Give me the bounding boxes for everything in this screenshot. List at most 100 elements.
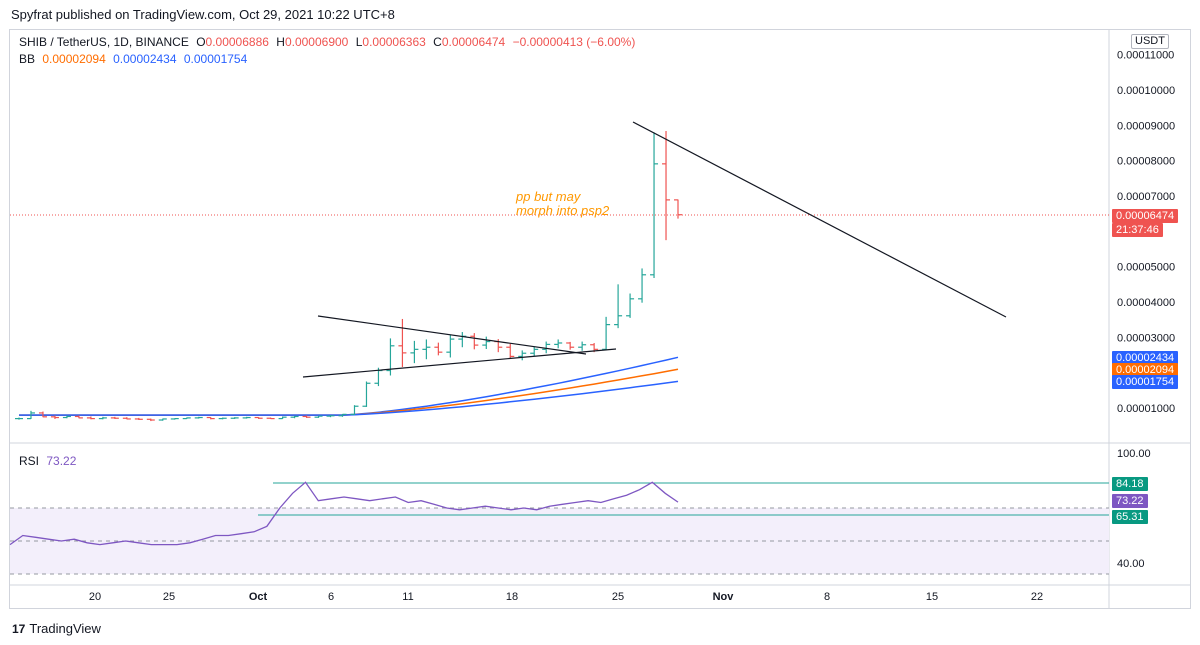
candle: [410, 340, 419, 364]
candle: [122, 417, 131, 420]
time-tick-label: 6: [328, 591, 334, 603]
candle: [362, 381, 371, 407]
candle: [626, 293, 635, 318]
time-tick-label: 15: [926, 591, 938, 603]
rsi-axis-ticks: 100.00 40.00: [1117, 448, 1151, 570]
price-tick-label: 0.00009000: [1117, 120, 1175, 132]
candle: [422, 339, 431, 360]
candle: [530, 346, 539, 357]
candle: [38, 411, 47, 418]
time-axis-ticks: 20 25 Oct 6 11 18 25 Nov 8 15 22: [89, 591, 1043, 603]
change-value: −0.00000413 (−6.00%): [512, 35, 636, 49]
candle: [602, 316, 611, 351]
candle: [266, 417, 275, 420]
bb-label[interactable]: BB: [19, 52, 36, 66]
high-label: H: [276, 35, 285, 49]
candle: [218, 417, 227, 420]
time-tick-label: Oct: [249, 591, 268, 603]
candle: [50, 415, 59, 419]
tradingview-logo-icon: 17: [12, 622, 26, 636]
time-tick-label: 22: [1031, 591, 1043, 603]
candle: [650, 132, 659, 278]
bb-basis-line: [19, 368, 679, 416]
candle: [458, 332, 467, 348]
price-tick-label: 0.00010000: [1117, 85, 1175, 97]
trendline-descending[interactable]: [632, 121, 1007, 318]
price-tick-label: 0.00008000: [1117, 156, 1175, 168]
candle: [110, 416, 119, 419]
rsi-value: 73.22: [46, 454, 77, 468]
candle: [566, 341, 575, 350]
open-value: 0.00006886: [205, 35, 269, 49]
annotation-line-1[interactable]: pp but may: [515, 189, 582, 204]
time-tick-label: 25: [612, 591, 624, 603]
candle: [242, 416, 251, 419]
time-tick-label: 18: [506, 591, 518, 603]
bollinger-bands: [19, 356, 679, 416]
time-tick-label: 8: [824, 591, 830, 603]
rsi-label[interactable]: RSI: [19, 454, 40, 468]
trendline-lower-triangle[interactable]: [302, 348, 617, 378]
currency-badge[interactable]: USDT: [1131, 34, 1169, 49]
rsi-line: [9, 481, 679, 546]
candle: [326, 415, 335, 418]
close-label: C: [433, 35, 442, 49]
candle: [15, 417, 23, 420]
bb-upper-value: 0.00002434: [113, 52, 177, 66]
rsi-tick-label: 40.00: [1117, 558, 1145, 570]
candle: [290, 415, 299, 419]
rsi-level-upper-label: 84.18: [1112, 477, 1148, 491]
footer-brand: TradingView: [29, 621, 101, 636]
candle: [470, 333, 479, 350]
candle: [170, 417, 179, 420]
rsi-tick-label: 100.00: [1117, 448, 1151, 460]
bar-countdown-label: 21:37:46: [1112, 223, 1163, 237]
candle: [674, 199, 682, 219]
candle: [206, 416, 215, 420]
rsi-current-label: 73.22: [1112, 494, 1148, 508]
trendline-upper-triangle[interactable]: [317, 315, 587, 355]
candle: [146, 418, 155, 422]
bb-basis-label: 0.00002094: [1112, 363, 1179, 377]
candle: [578, 341, 587, 351]
drawings[interactable]: [258, 121, 1109, 516]
rsi-polyline: [9, 481, 679, 546]
candle: [434, 342, 443, 356]
rsi-legend: RSI 73.22: [19, 454, 80, 468]
rsi-band-fill: [10, 508, 1109, 574]
low-label: L: [355, 35, 363, 49]
price-tick-label: 0.00007000: [1117, 191, 1175, 203]
bb-upper-label: 0.00002434: [1112, 351, 1179, 365]
open-label: O: [196, 35, 206, 49]
candle: [542, 341, 551, 354]
annotation-line-2[interactable]: morph into psp2: [516, 203, 610, 218]
bb-legend: BB 0.00002094 0.00002434 0.00001754: [19, 52, 251, 66]
candle: [74, 415, 83, 419]
candle: [314, 415, 323, 418]
price-tick-label: 0.00003000: [1117, 332, 1175, 344]
candle: [254, 416, 263, 419]
candle: [662, 130, 671, 241]
candle: [134, 417, 143, 421]
tradingview-footer[interactable]: 17 TradingView: [12, 621, 101, 636]
candle: [506, 343, 515, 359]
candle: [86, 416, 95, 420]
bb-lower-line: [19, 380, 679, 416]
rsi-level-lower-label: 65.31: [1112, 510, 1148, 524]
symbol-label[interactable]: SHIB / TetherUS, 1D, BINANCE: [19, 35, 189, 49]
time-tick-label: 11: [402, 591, 413, 603]
candle: [638, 268, 647, 303]
price-tick-label: 0.00004000: [1117, 297, 1175, 309]
candles: [15, 130, 682, 422]
chart-frame: [9, 29, 1191, 609]
candle: [482, 336, 491, 349]
price-tick-label: 0.00001000: [1117, 403, 1175, 415]
candle: [278, 416, 287, 420]
bb-basis-value: 0.00002094: [42, 52, 106, 66]
candle: [62, 415, 71, 419]
candle: [230, 417, 239, 419]
price-axis-ticks: 0.00011000 0.00010000 0.00009000 0.00008000…: [1117, 50, 1175, 415]
candle: [350, 405, 359, 416]
candle: [194, 416, 203, 419]
